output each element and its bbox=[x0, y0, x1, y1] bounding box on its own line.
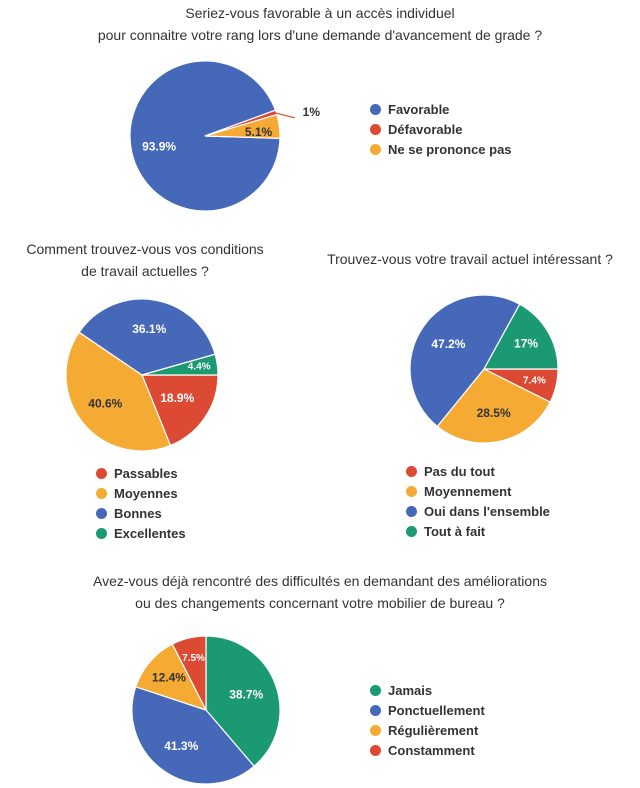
legend-label: Ponctuellement bbox=[388, 702, 485, 718]
chart-3-legend: Pas du tout Moyennement Oui dans l'ensembl… bbox=[406, 461, 550, 541]
legend-marker bbox=[370, 704, 381, 716]
chart-1-pie: 93.9% 1% 5.1% bbox=[129, 60, 321, 212]
data-label-ponctuellement: 41.3% bbox=[164, 739, 198, 753]
pie-slice-moyennes bbox=[65, 331, 172, 452]
legend-marker bbox=[96, 507, 107, 519]
legend-item-moyennement: Moyennement bbox=[406, 481, 550, 501]
pie-slice-ne-se-prononce-pas bbox=[204, 113, 281, 139]
pie-slice-excellentes bbox=[141, 353, 219, 376]
chart-3-title: Trouvez-vous votre travail actuel intére… bbox=[300, 248, 640, 270]
legend-item-ne-se-prononce-pas: Ne se prononce pas bbox=[370, 139, 512, 159]
data-label-oui-dans-l-ensemble: 47.2% bbox=[431, 337, 465, 351]
legend-label: Oui dans l'ensemble bbox=[424, 503, 550, 519]
data-label-tout-a-fait: 17% bbox=[514, 336, 538, 350]
legend-item-passables: Passables bbox=[96, 463, 186, 483]
legend-marker bbox=[406, 525, 417, 537]
legend-item-excellentes: Excellentes bbox=[96, 523, 186, 543]
legend-marker bbox=[370, 143, 381, 155]
pie-slice-ponctuellement bbox=[131, 686, 255, 785]
chart-1-title: Seriez-vous favorable à un accès individ… bbox=[0, 2, 640, 46]
data-label-constamment: 7.5% bbox=[182, 653, 205, 664]
data-label-moyennes: 40.6% bbox=[88, 397, 122, 411]
data-label-defavorable: 1% bbox=[303, 105, 321, 119]
data-label-moyennement: 28.5% bbox=[477, 406, 511, 420]
chart-4-legend: Jamais Ponctuellement Régulièrement Constam… bbox=[370, 680, 485, 760]
leader-line-defavorable bbox=[274, 112, 295, 119]
legend-item-jamais: Jamais bbox=[370, 680, 485, 700]
chart-4-title-line-2: ou des changements concernant votre mobi… bbox=[135, 595, 505, 611]
pie-slice-constamment bbox=[171, 635, 207, 711]
legend-item-regulierement: Régulièrement bbox=[370, 720, 485, 740]
legend-label: Moyennes bbox=[114, 485, 178, 501]
legend-label: Passables bbox=[114, 465, 178, 481]
chart-2-pie: 18.9% 40.6% 36.1% 4.4% bbox=[65, 298, 219, 452]
chart-4-title: Avez-vous déjà rencontré des difficultés… bbox=[0, 570, 640, 614]
legend-label: Favorable bbox=[388, 101, 450, 117]
legend-marker bbox=[96, 487, 107, 499]
chart-2-title-line-1: Comment trouvez-vous vos conditions bbox=[26, 241, 264, 257]
legend-marker bbox=[96, 527, 107, 539]
legend-label: Bonnes bbox=[114, 505, 162, 521]
data-label-pas-du-tout: 7.4% bbox=[523, 376, 546, 387]
chart-2-legend: Passables Moyennes Bonnes Excellentes bbox=[96, 463, 186, 543]
legend-marker bbox=[406, 485, 417, 497]
legend-item-ponctuellement: Ponctuellement bbox=[370, 700, 485, 720]
legend-label: Moyennement bbox=[424, 483, 512, 499]
data-label-excellentes: 4.4% bbox=[188, 362, 211, 373]
data-label-regulierement: 12.4% bbox=[152, 670, 186, 684]
legend-label: Défavorable bbox=[388, 121, 463, 137]
legend-marker bbox=[370, 103, 381, 115]
legend-label: Constamment bbox=[388, 742, 475, 758]
legend-label: Tout à fait bbox=[424, 523, 486, 539]
data-label-jamais: 38.7% bbox=[229, 687, 263, 701]
pie-slice-moyennement bbox=[436, 368, 551, 444]
legend-marker bbox=[370, 123, 381, 135]
legend-marker bbox=[406, 505, 417, 517]
legend-marker bbox=[370, 744, 381, 756]
legend-item-tout-a-fait: Tout à fait bbox=[406, 521, 550, 541]
pie-slice-oui-dans-l-ensemble bbox=[409, 294, 521, 428]
chart-2-title-line-2: de travail actuelles ? bbox=[81, 263, 209, 279]
legend-marker bbox=[370, 724, 381, 736]
legend-marker bbox=[370, 684, 381, 696]
legend-item-defavorable: Défavorable bbox=[370, 119, 512, 139]
data-label-passables: 18.9% bbox=[160, 391, 194, 405]
chart-4-title-line-1: Avez-vous déjà rencontré des difficultés… bbox=[93, 573, 547, 589]
chart-3-title-line-1: Trouvez-vous votre travail actuel intére… bbox=[327, 251, 613, 267]
legend-label: Excellentes bbox=[114, 525, 186, 541]
data-label-ne-se-prononce-pas: 5.1% bbox=[245, 125, 273, 139]
chart-1-title-line-2: pour connaitre votre rang lors d'une dem… bbox=[97, 27, 543, 43]
chart-1-title-line-1: Seriez-vous favorable à un accès individ… bbox=[185, 5, 455, 21]
pie-slice-regulierement bbox=[134, 643, 208, 712]
legend-marker bbox=[96, 467, 107, 479]
legend-item-moyennes: Moyennes bbox=[96, 483, 186, 503]
legend-item-favorable: Favorable bbox=[370, 99, 512, 119]
legend-label: Ne se prononce pas bbox=[388, 141, 512, 157]
legend-item-pas-du-tout: Pas du tout bbox=[406, 461, 550, 481]
data-label-favorable: 93.9% bbox=[142, 140, 176, 154]
legend-item-constamment: Constamment bbox=[370, 740, 485, 760]
legend-item-oui-dans-l-ensemble: Oui dans l'ensemble bbox=[406, 501, 550, 521]
pie-slice-tout-a-fait bbox=[482, 303, 559, 370]
chart-1-legend: Favorable Défavorable Ne se prononce pas bbox=[370, 99, 512, 159]
chart-3-pie: 7.4% 28.5% 47.2% 17% bbox=[409, 294, 559, 444]
pie-slice-passables bbox=[141, 374, 219, 447]
legend-label: Régulièrement bbox=[388, 722, 479, 738]
legend-item-bonnes: Bonnes bbox=[96, 503, 186, 523]
chart-2-title: Comment trouvez-vous vos conditions de t… bbox=[0, 238, 290, 282]
legend-label: Pas du tout bbox=[424, 463, 495, 479]
data-label-bonnes: 36.1% bbox=[132, 322, 166, 336]
pie-slice-bonnes bbox=[78, 298, 216, 376]
pie-slice-jamais bbox=[205, 635, 281, 768]
chart-4-pie: 38.7% 41.3% 12.4% 7.5% bbox=[131, 635, 281, 785]
legend-label: Jamais bbox=[388, 682, 433, 698]
legend-marker bbox=[406, 465, 417, 477]
